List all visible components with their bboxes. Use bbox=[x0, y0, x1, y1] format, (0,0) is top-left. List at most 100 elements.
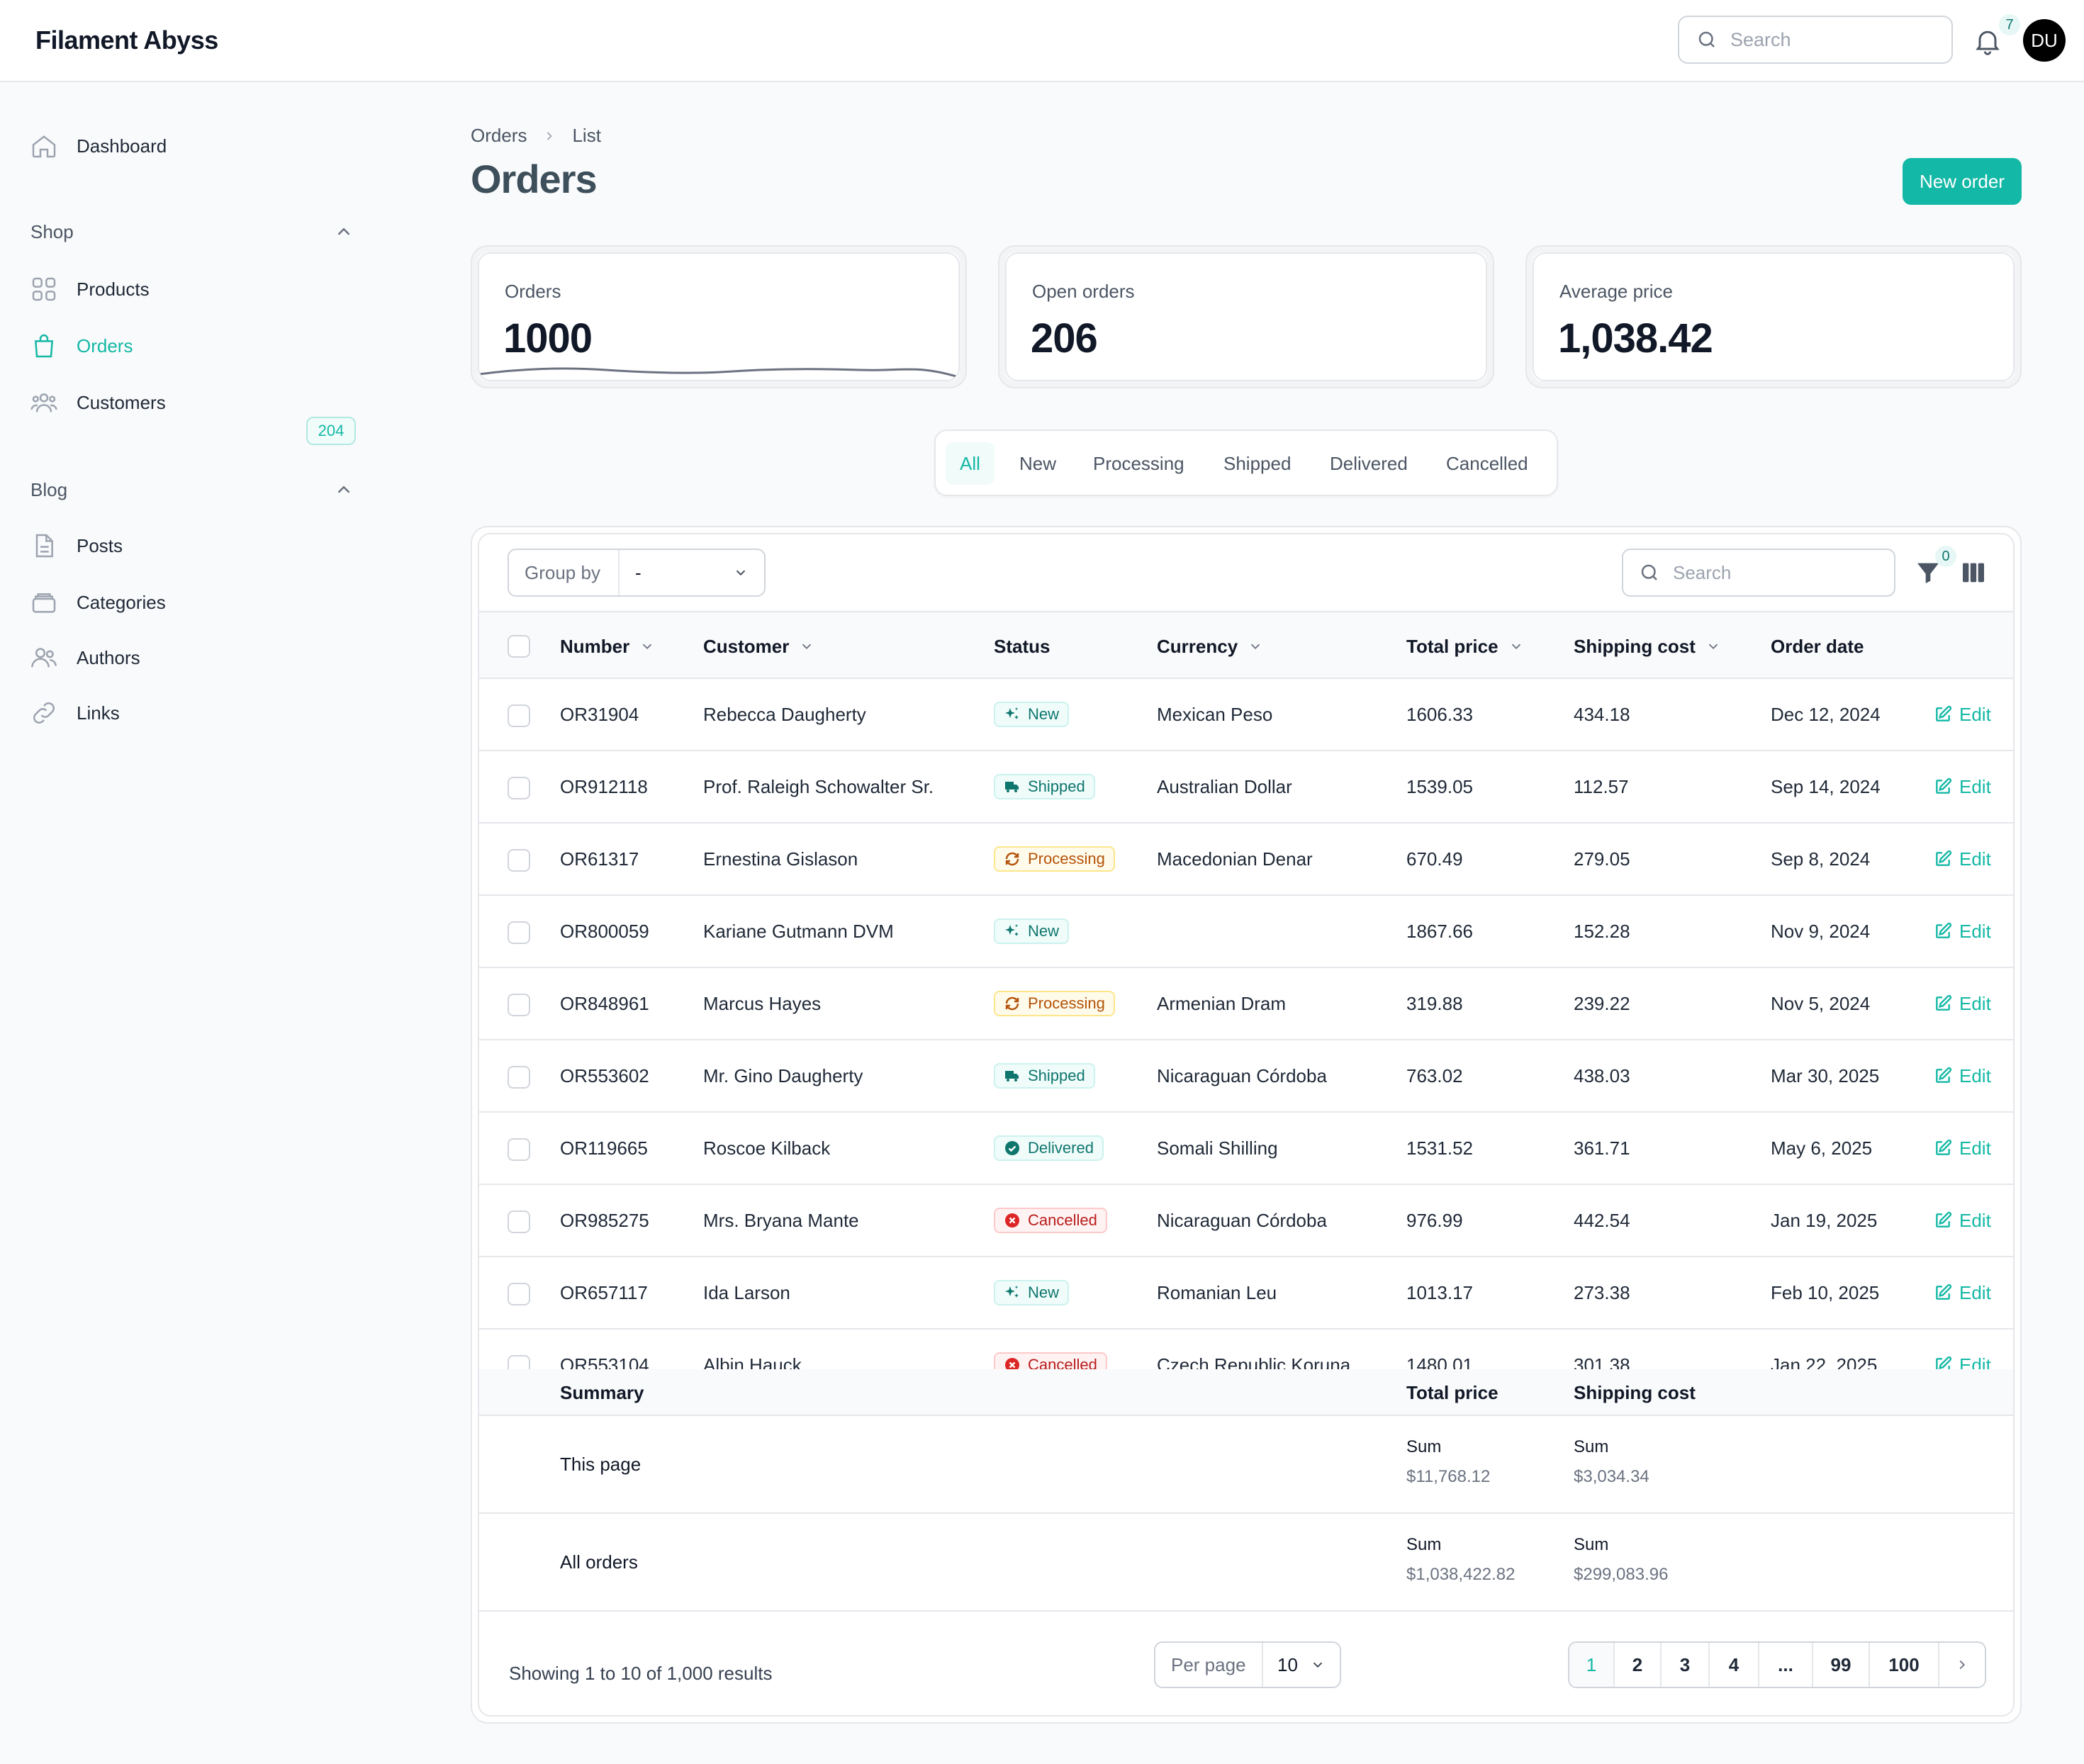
sidebar-item-authors[interactable]: Authors bbox=[30, 644, 140, 672]
edit-cell: Edit bbox=[1934, 968, 1991, 1039]
row-checkbox[interactable] bbox=[508, 1283, 530, 1305]
filter-icon[interactable] bbox=[1914, 558, 1942, 587]
edit-cell: Edit bbox=[1934, 896, 1991, 967]
breadcrumb-orders[interactable]: Orders bbox=[471, 125, 527, 146]
group-by-value[interactable]: - bbox=[620, 562, 764, 584]
group-by-select[interactable]: Group by - bbox=[508, 549, 766, 597]
table-row[interactable]: OR657117 Ida Larson New Romanian Leu 1013.17… bbox=[479, 1257, 2013, 1330]
global-search[interactable] bbox=[1678, 16, 1953, 64]
column-customer[interactable]: Customer bbox=[703, 612, 814, 680]
columns-icon[interactable] bbox=[1959, 558, 1988, 587]
edit-button[interactable]: Edit bbox=[1934, 1282, 1991, 1304]
order-date: Sep 8, 2024 bbox=[1771, 848, 1871, 870]
sidebar-item-links[interactable]: Links bbox=[30, 699, 120, 727]
table-row[interactable]: OR553602 Mr. Gino Daugherty Shipped Nicarag… bbox=[479, 1040, 2013, 1113]
currency: Somali Shilling bbox=[1157, 1137, 1278, 1159]
sidebar-item-products[interactable]: Products bbox=[30, 275, 150, 303]
new-order-button[interactable]: New order bbox=[1903, 158, 2022, 205]
page-1[interactable]: 1 bbox=[1569, 1643, 1615, 1687]
table-row[interactable]: OR119665 Roscoe Kilback Delivered Somali Sh… bbox=[479, 1113, 2013, 1185]
edit-label: Edit bbox=[1959, 1064, 1991, 1086]
row-checkbox[interactable] bbox=[508, 849, 530, 872]
page-3[interactable]: 3 bbox=[1662, 1643, 1710, 1687]
edit-button[interactable]: Edit bbox=[1934, 993, 1991, 1015]
row-checkbox[interactable] bbox=[508, 994, 530, 1016]
edit-button[interactable]: Edit bbox=[1934, 1137, 1991, 1159]
table-row[interactable]: OR912118 Prof. Raleigh Schowalter Sr. Ship… bbox=[479, 751, 2013, 824]
summary-row-label: This page bbox=[560, 1453, 642, 1475]
column-label: Total price bbox=[1406, 635, 1498, 657]
order-number: OR800059 bbox=[560, 920, 649, 942]
summary-row-label: All orders bbox=[560, 1551, 638, 1573]
table-search[interactable] bbox=[1622, 549, 1895, 597]
sparkles-icon bbox=[1005, 924, 1019, 936]
page-99[interactable]: 99 bbox=[1813, 1643, 1870, 1687]
per-page-select[interactable]: Per page 10 bbox=[1154, 1641, 1341, 1688]
table-row[interactable]: OR985275 Mrs. Bryana Mante Cancelled Nicara… bbox=[479, 1185, 2013, 1257]
table-row[interactable]: OR31904 Rebecca Daugherty New Mexican Peso 1… bbox=[479, 679, 2013, 751]
row-checkbox[interactable] bbox=[508, 777, 530, 799]
table-row[interactable]: OR800059 Kariane Gutmann DVM New 1867.66 152… bbox=[479, 896, 2013, 968]
column-number[interactable]: Number bbox=[560, 612, 655, 680]
edit-button[interactable]: Edit bbox=[1934, 1065, 1991, 1087]
tab-processing[interactable]: Processing bbox=[1093, 452, 1184, 474]
table-row[interactable]: OR848961 Marcus Hayes Processing Armenian D… bbox=[479, 968, 2013, 1040]
edit-button[interactable]: Edit bbox=[1934, 848, 1991, 870]
tab-delivered[interactable]: Delivered bbox=[1330, 452, 1408, 474]
currency: Romanian Leu bbox=[1157, 1281, 1277, 1303]
tab-all[interactable]: All bbox=[946, 442, 995, 485]
row-checkbox[interactable] bbox=[508, 704, 530, 727]
edit-button[interactable]: Edit bbox=[1934, 921, 1991, 943]
chevron-down-icon bbox=[1708, 644, 1718, 650]
column-shipping-cost[interactable]: Shipping cost bbox=[1574, 612, 1721, 680]
tab-cancelled[interactable]: Cancelled bbox=[1446, 452, 1528, 474]
column-currency[interactable]: Currency bbox=[1157, 612, 1263, 680]
sidebar-item-orders[interactable]: Orders bbox=[30, 332, 133, 360]
edit-cell: Edit bbox=[1934, 1185, 1991, 1256]
row-checkbox[interactable] bbox=[508, 921, 530, 944]
chevron-down-icon bbox=[1313, 1662, 1323, 1668]
row-checkbox[interactable] bbox=[508, 1138, 530, 1161]
table-row[interactable]: OR61317 Ernestina Gislason Processing Maced… bbox=[479, 824, 2013, 896]
edit-button[interactable]: Edit bbox=[1934, 1210, 1991, 1232]
total-price: 1867.66 bbox=[1406, 920, 1473, 942]
shipping-cost: 442.54 bbox=[1574, 1209, 1630, 1231]
page-100[interactable]: 100 bbox=[1870, 1643, 1939, 1687]
table-search-input[interactable] bbox=[1673, 561, 1886, 584]
edit-label: Edit bbox=[1959, 1209, 1991, 1231]
edit-label: Edit bbox=[1959, 775, 1991, 797]
sidebar-item-customers[interactable]: Customers bbox=[30, 388, 166, 417]
next-page-button[interactable] bbox=[1939, 1643, 1985, 1687]
user-avatar[interactable]: DU bbox=[2023, 19, 2066, 62]
per-page-value[interactable]: 10 bbox=[1263, 1654, 1340, 1676]
order-number: OR657117 bbox=[560, 1281, 648, 1303]
per-page-current: 10 bbox=[1277, 1653, 1298, 1675]
sidebar-item-categories[interactable]: Categories bbox=[30, 588, 166, 617]
chevron-up-icon[interactable] bbox=[333, 221, 354, 242]
edit-button[interactable]: Edit bbox=[1934, 704, 1991, 726]
page-2[interactable]: 2 bbox=[1615, 1643, 1662, 1687]
status-cell: Shipped bbox=[994, 751, 1095, 822]
chevron-down-icon bbox=[1511, 644, 1520, 650]
order-date: May 6, 2025 bbox=[1771, 1137, 1873, 1159]
column-label: Currency bbox=[1157, 635, 1238, 657]
shipping-cost: 112.57 bbox=[1574, 775, 1629, 797]
total-price: 976.99 bbox=[1406, 1209, 1463, 1231]
chevron-up-icon[interactable] bbox=[333, 479, 354, 500]
edit-icon bbox=[1936, 850, 1952, 866]
select-all-checkbox[interactable] bbox=[508, 635, 530, 658]
tab-new[interactable]: New bbox=[1019, 452, 1057, 474]
row-checkbox[interactable] bbox=[508, 1066, 530, 1089]
brand-logo[interactable]: Filament Abyss bbox=[35, 26, 218, 55]
sidebar-item-posts[interactable]: Posts bbox=[30, 532, 123, 560]
column-total-price[interactable]: Total price bbox=[1406, 612, 1524, 680]
table-header: Number Customer Status Currency Total pr… bbox=[479, 611, 2013, 679]
bell-icon[interactable] bbox=[1972, 26, 2003, 57]
edit-button[interactable]: Edit bbox=[1934, 776, 1991, 798]
global-search-input[interactable] bbox=[1730, 28, 1943, 51]
chevron-down-icon bbox=[802, 644, 812, 650]
row-checkbox[interactable] bbox=[508, 1210, 530, 1233]
page-4[interactable]: 4 bbox=[1710, 1643, 1759, 1687]
tab-shipped[interactable]: Shipped bbox=[1223, 452, 1292, 474]
sidebar-item-dashboard[interactable]: Dashboard bbox=[30, 132, 167, 160]
